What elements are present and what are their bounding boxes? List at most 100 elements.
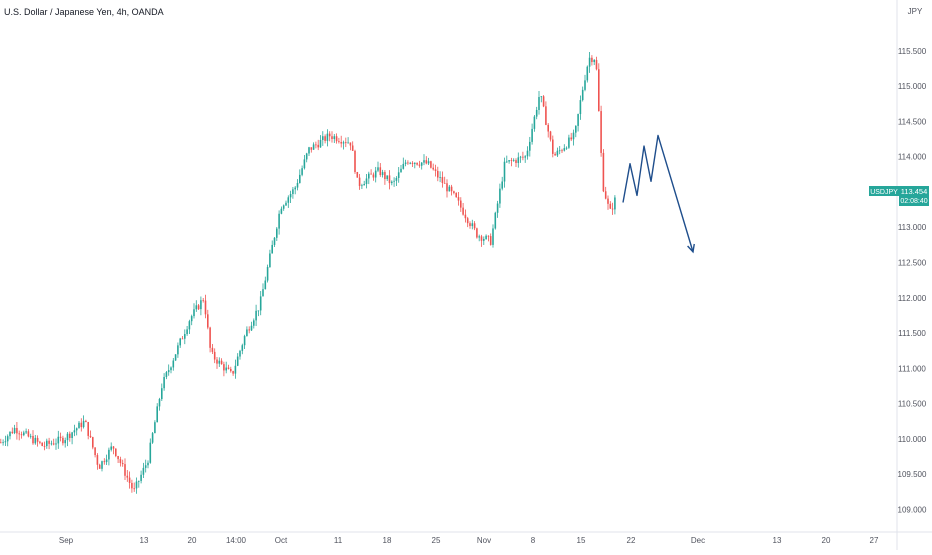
- candle: [397, 167, 400, 183]
- candle: [503, 157, 506, 188]
- candle: [170, 366, 172, 374]
- candle: [540, 96, 543, 103]
- symbol-badge: [869, 186, 899, 196]
- candle: [62, 435, 64, 446]
- projection-path[interactable]: [622, 134, 694, 253]
- candle: [604, 186, 607, 200]
- candle-body: [427, 161, 430, 164]
- candle: [499, 183, 501, 208]
- candle: [386, 175, 388, 182]
- candle: [418, 160, 421, 168]
- candle-body: [503, 161, 506, 182]
- candle: [133, 482, 135, 492]
- candle-body: [80, 422, 83, 428]
- candle: [448, 185, 451, 192]
- candle: [181, 336, 184, 340]
- candle: [161, 383, 163, 401]
- candle-body: [572, 132, 575, 140]
- candle-body: [232, 371, 234, 374]
- candle-body: [126, 475, 129, 478]
- candle: [407, 160, 409, 165]
- candle: [18, 430, 20, 441]
- candle: [43, 441, 46, 451]
- candle: [243, 334, 246, 349]
- x-tick-label: 27: [870, 536, 879, 545]
- candle: [591, 55, 593, 66]
- candle-body: [64, 440, 66, 444]
- candle: [71, 431, 73, 445]
- candle-body: [257, 310, 260, 312]
- candle-body: [227, 367, 230, 369]
- candle: [101, 460, 103, 472]
- candle-body: [333, 136, 336, 140]
- candle: [29, 433, 32, 439]
- candle-body: [301, 168, 303, 175]
- candle-body: [529, 141, 531, 151]
- candle-body: [156, 406, 158, 423]
- candle-body: [202, 300, 204, 302]
- candle: [489, 233, 492, 246]
- candle-body: [310, 147, 313, 150]
- candle: [581, 86, 584, 102]
- candle: [64, 437, 66, 448]
- candle: [377, 161, 379, 173]
- candle-body: [466, 218, 469, 224]
- candle: [23, 430, 25, 437]
- candle: [248, 326, 250, 334]
- candle: [92, 436, 94, 450]
- candle-body: [230, 368, 232, 372]
- candle-body: [556, 150, 559, 156]
- price-candles: [0, 52, 616, 494]
- candle-body: [423, 160, 425, 163]
- candle-body: [255, 310, 257, 321]
- candle: [354, 149, 356, 174]
- candle: [151, 432, 154, 444]
- candle: [230, 366, 232, 373]
- candle-body: [101, 461, 103, 469]
- candle-body: [604, 191, 607, 199]
- candle: [128, 471, 131, 489]
- last-price-label: USDJPY 113.454 02:08:40: [869, 186, 929, 206]
- candle-body: [524, 156, 526, 158]
- candle: [144, 459, 147, 473]
- candle: [395, 176, 398, 186]
- candle: [154, 420, 156, 434]
- y-tick-label: 112.500: [898, 258, 927, 267]
- candle-body: [82, 420, 85, 428]
- candle: [207, 309, 209, 330]
- candle-body: [607, 198, 609, 204]
- candle: [285, 200, 287, 207]
- candle: [492, 224, 494, 248]
- candle-body: [207, 314, 209, 328]
- candle: [351, 141, 354, 151]
- candle: [611, 202, 614, 215]
- candle: [48, 437, 50, 450]
- candle: [324, 134, 326, 144]
- x-tick-label: 8: [531, 536, 536, 545]
- candle: [276, 226, 278, 241]
- projection-drawing: [622, 134, 695, 254]
- candle: [333, 134, 336, 144]
- candle: [269, 249, 271, 268]
- candle: [66, 432, 69, 447]
- candle: [280, 206, 283, 215]
- candle-body: [450, 186, 453, 192]
- candle-body: [402, 163, 405, 169]
- candle-body: [151, 433, 154, 443]
- x-tick-label: 11: [334, 536, 343, 545]
- candle-body: [278, 213, 280, 229]
- y-tick-label: 111.500: [898, 329, 926, 338]
- candle-body: [393, 180, 395, 182]
- candle: [464, 209, 467, 223]
- candle: [496, 200, 499, 218]
- candle: [296, 179, 299, 191]
- candle-body: [342, 142, 345, 144]
- candle: [25, 428, 27, 434]
- y-tick-label: 115.500: [898, 47, 927, 56]
- candle-body: [414, 162, 416, 164]
- candle: [220, 358, 223, 365]
- candle-body: [545, 106, 547, 125]
- candle: [340, 135, 342, 148]
